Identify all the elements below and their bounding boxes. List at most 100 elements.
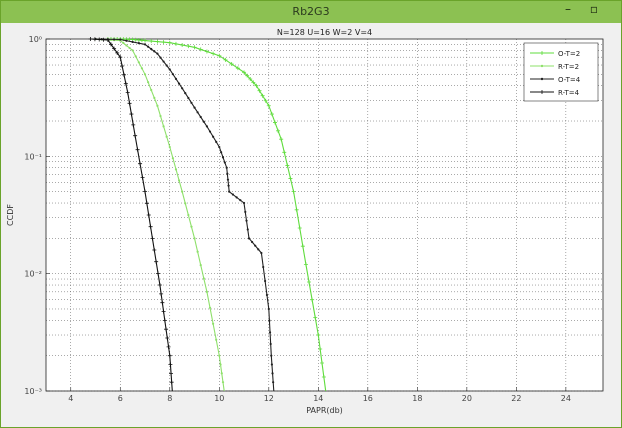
series-marker-2	[165, 135, 168, 138]
chart-title: N=128 U=16 W=2 V=4	[277, 28, 372, 37]
series-marker-1	[316, 333, 321, 338]
series-marker-3	[250, 240, 254, 244]
series-marker-1	[291, 189, 296, 194]
series-marker-1	[180, 42, 185, 47]
series-marker-3	[265, 293, 269, 297]
series-marker-2	[131, 49, 134, 52]
series-marker-4	[118, 55, 123, 60]
series-marker-1	[260, 93, 265, 98]
series-marker-2	[196, 250, 199, 253]
title-bar: Rb2G3 – ▫	[1, 1, 621, 23]
y-tick-label: 10⁻³	[24, 387, 42, 396]
series-marker-4	[143, 189, 148, 194]
series-marker-1	[300, 244, 305, 249]
series-marker-2	[177, 179, 181, 182]
maximize-button[interactable]: ▫	[589, 2, 599, 16]
series-marker-2	[134, 55, 137, 58]
legend-marker-3	[540, 77, 544, 81]
minimize-button[interactable]: –	[565, 2, 571, 16]
series-marker-3	[225, 166, 228, 169]
y-tick-label: 10⁻¹	[24, 152, 42, 161]
series-marker-1	[297, 226, 302, 231]
x-tick-label: 10	[214, 394, 224, 403]
series-marker-4	[108, 42, 113, 47]
series-marker-1	[266, 103, 271, 108]
x-tick-label: 12	[264, 394, 274, 403]
series-marker-2	[190, 225, 193, 228]
series-marker-2	[193, 237, 196, 240]
x-tick-label: 24	[561, 394, 571, 403]
series-marker-3	[162, 60, 165, 63]
series-marker-2	[171, 157, 174, 160]
series-marker-1	[217, 53, 222, 58]
series-marker-4	[121, 72, 126, 77]
series-marker-4	[157, 283, 162, 288]
series-marker-1	[251, 80, 256, 85]
series-marker-4	[150, 236, 155, 241]
series-marker-3	[226, 178, 230, 181]
series-marker-4	[156, 271, 161, 276]
series-marker-1	[173, 41, 178, 46]
x-tick-label: 22	[511, 394, 521, 403]
series-marker-4	[135, 147, 140, 152]
series-marker-3	[205, 125, 209, 128]
series-marker-3	[153, 50, 156, 53]
ccdf-chart: 4 6 8 10 12 14 16 18 20 22 24 10⁻³ 10⁻² 10⁻¹ 10⁰ N=128 …	[6, 28, 604, 415]
series-marker-3	[220, 151, 223, 154]
series-marker-3	[227, 184, 230, 187]
x-tick-label: 18	[412, 394, 422, 403]
series-marker-4	[144, 201, 149, 206]
series-marker-3	[268, 331, 272, 334]
series-marker-1	[254, 83, 259, 88]
series-marker-3	[168, 68, 171, 71]
series-marker-2	[156, 104, 159, 107]
series-marker-1	[285, 163, 290, 168]
series-marker-4	[161, 309, 166, 314]
legend-label-3: O-T=4	[558, 76, 581, 84]
series-marker-3	[218, 145, 221, 149]
series-marker-3	[199, 115, 202, 119]
series-marker-4	[92, 37, 97, 42]
y-tick-label: 10⁰	[29, 35, 42, 44]
series-marker-3	[272, 381, 275, 384]
series-marker-3	[165, 64, 168, 67]
series-marker-3	[137, 42, 140, 45]
series-marker-1	[149, 39, 154, 44]
series-marker-3	[257, 248, 260, 251]
series-marker-1	[248, 77, 253, 82]
series-marker-1	[235, 66, 240, 71]
series-marker-3	[150, 47, 153, 51]
series-marker-4	[152, 248, 157, 253]
series-marker-2	[208, 306, 212, 309]
series-marker-4	[154, 259, 159, 264]
series-marker-3	[174, 77, 178, 80]
legend-label-1: O-T=2	[558, 50, 580, 58]
series-marker-1	[161, 40, 166, 45]
series-marker-3	[131, 40, 134, 44]
series-marker-4	[168, 362, 173, 367]
series-marker-2	[218, 354, 221, 357]
series-marker-3	[202, 120, 205, 123]
series-marker-4	[140, 175, 145, 180]
series-marker-4	[105, 38, 110, 43]
series-marker-3	[119, 38, 122, 41]
series-marker-2	[212, 322, 215, 325]
series-marker-4	[133, 133, 138, 138]
series-marker-1	[211, 51, 216, 56]
series-marker-3	[263, 279, 267, 283]
series-marker-4	[164, 327, 169, 332]
series-marker-4	[115, 50, 120, 55]
series-marker-3	[193, 106, 196, 109]
series-marker-4	[112, 46, 117, 51]
series-marker-3	[244, 210, 247, 213]
axes-box	[45, 38, 604, 392]
series-marker-1	[320, 361, 325, 366]
series-marker-2	[205, 290, 209, 293]
series-marker-3	[187, 96, 190, 100]
series-marker-2	[150, 88, 153, 92]
series-marker-1	[282, 150, 287, 155]
series-marker-3	[267, 307, 270, 311]
series-marker-2	[122, 41, 125, 45]
series-marker-4	[169, 371, 174, 376]
series-marker-1	[307, 280, 312, 285]
